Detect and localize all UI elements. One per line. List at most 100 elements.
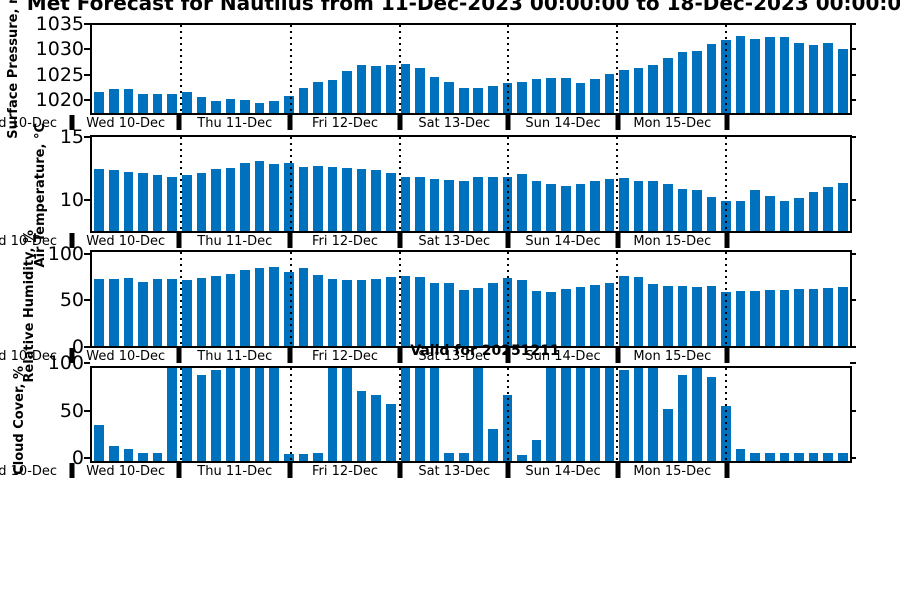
day-boundary-tick: [287, 233, 293, 248]
bar: [196, 96, 207, 113]
temperature-x-axis-band: Wed 10-Dec Wed 10-Dec Thu 11-Dec Fri 12-Dec…: [0, 233, 852, 250]
bar: [269, 266, 279, 346]
day-label: Sat 13-Dec: [418, 349, 491, 364]
bar: [765, 452, 775, 461]
bar: [706, 377, 717, 461]
bar: [138, 452, 148, 461]
bar: [152, 93, 163, 113]
bar: [750, 39, 761, 113]
day-label: Fri 12-Dec: [312, 464, 379, 479]
day-boundary-gridline: [507, 368, 510, 461]
cloud-x-axis-band: Wed 10-Dec Wed 10-Dec Thu 11-Dec Fri 12-Dec…: [0, 463, 852, 481]
y-tick-label: 50: [59, 289, 84, 312]
bar: [313, 452, 323, 461]
day-boundary-tick: [615, 233, 621, 248]
humidity-x-axis-band: Wed 10-Dec Wed 10-Dec Thu 11-Dec Fri 12-Dec…: [0, 348, 852, 366]
humidity-plot-area: [90, 250, 852, 348]
bar: [152, 452, 163, 461]
bar: [269, 368, 279, 461]
day-label: Sun 14-Dec: [525, 464, 601, 479]
bar: [735, 290, 746, 346]
bar: [415, 277, 425, 346]
bar: [240, 163, 250, 231]
bar: [356, 390, 367, 461]
bar: [823, 43, 833, 113]
bar: [254, 268, 265, 346]
bar: [444, 180, 454, 231]
bar: [808, 452, 819, 461]
bar: [794, 288, 804, 346]
bar: [546, 291, 556, 346]
day-boundary-tick: [176, 463, 182, 478]
bar: [342, 71, 352, 113]
bar: [575, 183, 586, 231]
bar: [517, 174, 527, 231]
bar: [823, 187, 833, 231]
y-tick-label: 15: [59, 126, 84, 149]
bar: [371, 279, 382, 346]
day-label: Sun 14-Dec: [525, 349, 601, 364]
bar: [225, 168, 236, 231]
bar: [794, 198, 804, 231]
figure-title: Met Forecast for Nautilus from 11-Dec-20…: [26, 0, 900, 15]
bar: [283, 163, 294, 231]
day-label: Wed 10-Dec: [86, 116, 166, 131]
day-label-clipped: Wed 10-Dec: [0, 349, 58, 364]
bar: [458, 88, 469, 113]
bar: [298, 166, 309, 231]
bar: [254, 368, 265, 461]
bar: [211, 169, 221, 231]
bar: [283, 95, 294, 113]
bar: [400, 176, 411, 231]
y-tick-mark-left: [84, 457, 90, 460]
temperature-plot-area: [90, 135, 852, 233]
bar: [283, 453, 294, 461]
bar: [633, 181, 644, 231]
bar: [560, 186, 571, 231]
day-boundary-tick: [397, 463, 403, 478]
cloud-plot-area: [90, 366, 852, 463]
day-boundary-tick: [176, 233, 182, 248]
bar: [560, 77, 571, 113]
bar: [240, 100, 250, 113]
y-tick-mark-left: [84, 99, 90, 102]
day-label: Thu 11-Dec: [197, 116, 273, 131]
day-boundary-tick: [505, 463, 511, 478]
bar: [765, 289, 775, 346]
bar: [531, 181, 542, 231]
day-label: Sun 14-Dec: [525, 116, 601, 131]
bar: [517, 279, 527, 346]
bar: [794, 42, 804, 113]
bar: [327, 368, 338, 461]
bar: [604, 283, 615, 346]
bar: [692, 189, 702, 231]
day-label: Mon 15-Dec: [633, 349, 712, 364]
bar: [677, 52, 688, 113]
bar: [779, 200, 790, 231]
day-boundary-tick: [176, 348, 182, 363]
bar: [181, 92, 192, 113]
y-tick-mark-left: [84, 362, 90, 365]
bar: [327, 279, 338, 346]
day-boundary-gridline: [399, 137, 402, 231]
day-boundary-gridline: [615, 368, 618, 461]
bar: [823, 287, 833, 346]
bar: [415, 176, 425, 231]
bar: [123, 449, 134, 461]
bar: [604, 178, 615, 231]
day-label: Sat 13-Dec: [418, 234, 491, 249]
bar: [677, 188, 688, 231]
bar: [517, 454, 527, 461]
bar: [546, 368, 556, 461]
bar: [415, 368, 425, 461]
day-boundary-gridline: [289, 368, 292, 461]
day-boundary-tick: [724, 233, 730, 248]
bar: [356, 64, 367, 113]
bar: [794, 452, 804, 461]
bar: [327, 166, 338, 231]
day-boundary-gridline: [724, 137, 727, 231]
day-boundary-gridline: [179, 252, 182, 346]
bar: [662, 183, 673, 231]
day-boundary-tick: [397, 115, 403, 130]
